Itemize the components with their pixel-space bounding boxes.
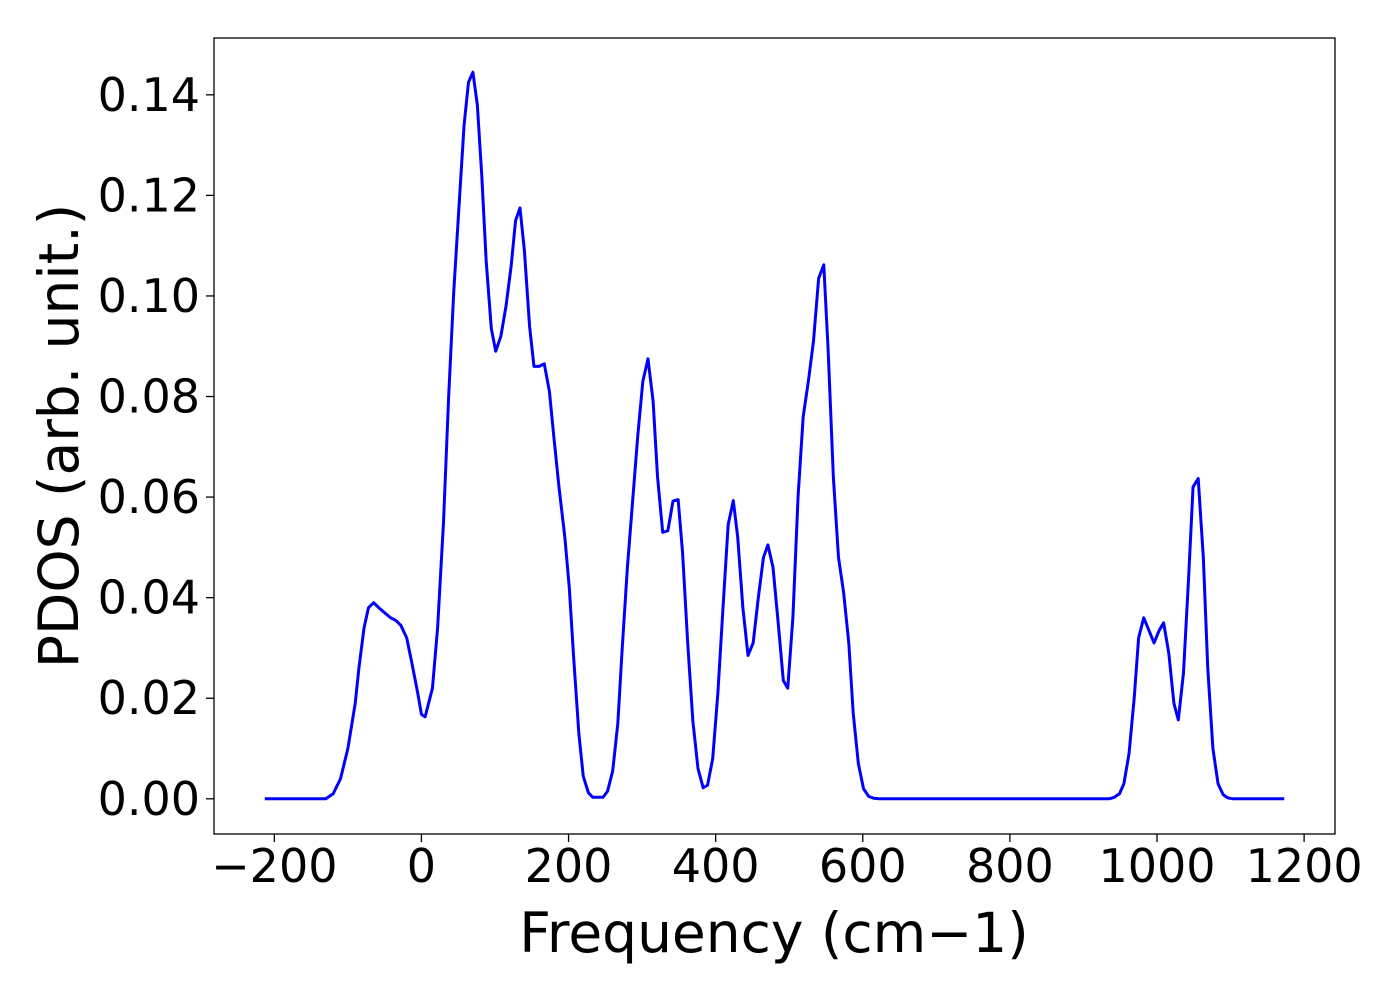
x-tick-label: 600 (819, 839, 907, 893)
x-tick-label: 400 (672, 839, 760, 893)
y-tick-label: 0.04 (98, 571, 200, 625)
x-tick-label: 1000 (1098, 839, 1215, 893)
y-tick-label: 0.02 (98, 671, 200, 725)
x-tick-label: 1200 (1246, 839, 1363, 893)
y-tick-label: 0.08 (98, 370, 200, 424)
x-tick-label: −200 (211, 839, 337, 893)
y-tick-label: 0.12 (98, 168, 200, 222)
x-tick-label: 800 (966, 839, 1054, 893)
plot-frame (213, 37, 1336, 835)
x-axis-label: Frequency (cm−1) (519, 901, 1028, 965)
y-tick-label: 0.00 (98, 772, 200, 826)
x-tick-label: 0 (407, 839, 436, 893)
y-tick-label: 0.10 (98, 269, 200, 323)
y-tick-label: 0.14 (98, 68, 200, 122)
data-line (264, 70, 1285, 801)
x-tick-label: 200 (525, 839, 613, 893)
y-tick-label: 0.06 (98, 470, 200, 524)
y-axis-label: PDOS (arb. unit.) (27, 204, 91, 668)
